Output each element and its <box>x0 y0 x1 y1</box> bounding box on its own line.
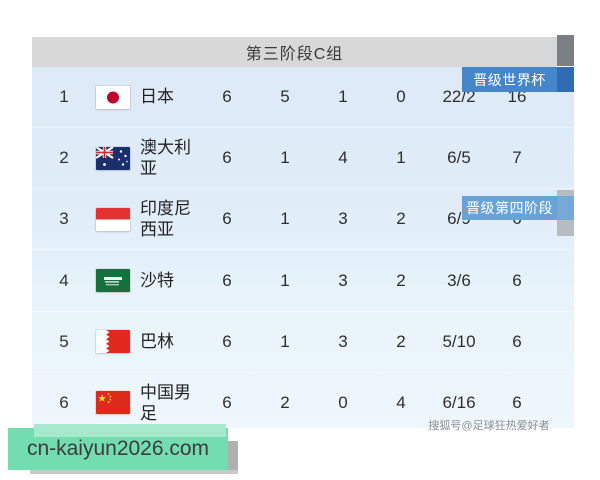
site-banner-shadow-bottom <box>30 470 238 474</box>
played-cell: 6 <box>222 392 232 412</box>
rank-cell: 6 <box>59 392 69 412</box>
team-name: 沙特 <box>140 270 174 290</box>
scrollbar-thumb-top[interactable] <box>557 35 574 66</box>
goals-cell: 5/10 <box>442 331 476 351</box>
team-name: 日本 <box>140 87 174 107</box>
played-cell: 6 <box>222 270 232 290</box>
goals-cell: 3/6 <box>447 270 471 290</box>
fourth-stage-qualified-badge: 晋级第四阶段 <box>462 196 557 220</box>
drawn-cell: 3 <box>338 209 348 229</box>
played-cell: 6 <box>222 209 232 229</box>
drawn-cell: 1 <box>338 87 348 107</box>
rank-cell: 2 <box>59 148 69 168</box>
lost-cell: 2 <box>396 209 406 229</box>
lost-cell: 2 <box>396 270 406 290</box>
won-cell: 2 <box>280 392 290 412</box>
lost-cell: 4 <box>396 392 406 412</box>
china-flag-icon <box>96 391 130 415</box>
australia-flag-icon <box>96 146 130 170</box>
table-row[interactable]: 6 中国男足 6 2 0 4 6/16 6 <box>32 371 574 433</box>
group-title: 第三阶段C组 <box>245 46 344 63</box>
points-cell: 6 <box>512 331 522 351</box>
rank-cell: 5 <box>59 331 69 351</box>
points-cell: 6 <box>512 270 522 290</box>
goals-cell: 6/16 <box>442 392 476 412</box>
played-cell: 6 <box>222 87 232 107</box>
goals-cell: 6/5 <box>447 148 471 168</box>
world-cup-badge-edge <box>557 67 574 92</box>
won-cell: 1 <box>280 209 290 229</box>
played-cell: 6 <box>222 148 232 168</box>
table-row[interactable]: 4 沙特 6 1 3 2 3/6 6 <box>32 249 574 310</box>
group-title-bar: 第三阶段C组 <box>32 37 557 67</box>
team-name: 中国男足 <box>140 382 191 423</box>
rank-cell: 4 <box>59 270 69 290</box>
team-name: 巴林 <box>140 332 174 352</box>
indonesia-flag-icon <box>96 207 130 231</box>
table-row[interactable]: 5 巴林 6 1 3 2 5/10 6 <box>32 310 574 372</box>
standings-table: 1 日本 6 5 1 0 22/2 16 2 澳大利亚 6 1 4 1 <box>32 67 574 428</box>
drawn-cell: 0 <box>338 392 348 412</box>
team-name: 澳大利亚 <box>140 137 191 179</box>
world-cup-qualified-badge: 晋级世界杯 <box>462 67 557 92</box>
fourth-stage-badge-edge <box>557 196 574 220</box>
won-cell: 1 <box>280 331 290 351</box>
lost-cell: 0 <box>396 87 406 107</box>
drawn-cell: 4 <box>338 148 348 168</box>
drawn-cell: 3 <box>338 270 348 290</box>
bahrain-flag-icon <box>96 330 130 354</box>
table-row[interactable]: 1 日本 6 5 1 0 22/2 16 <box>32 67 574 127</box>
won-cell: 1 <box>280 270 290 290</box>
table-row[interactable]: 2 澳大利亚 6 1 4 1 6/5 7 <box>32 127 574 188</box>
lost-cell: 2 <box>396 331 406 351</box>
saudi-arabia-flag-icon <box>96 269 130 293</box>
lost-cell: 1 <box>396 148 406 168</box>
points-cell: 7 <box>512 148 522 168</box>
site-banner-highlight <box>34 424 226 437</box>
won-cell: 5 <box>280 87 290 107</box>
site-banner-shadow <box>228 441 238 474</box>
sohu-account-watermark: 搜狐号@足球狂热爱好者 <box>428 420 550 432</box>
won-cell: 1 <box>280 148 290 168</box>
drawn-cell: 3 <box>338 331 348 351</box>
points-cell: 6 <box>512 392 522 412</box>
rank-cell: 1 <box>59 87 69 107</box>
played-cell: 6 <box>222 331 232 351</box>
japan-flag-icon <box>96 85 130 109</box>
team-name: 印度尼西亚 <box>140 199 191 240</box>
rank-cell: 3 <box>59 209 69 229</box>
